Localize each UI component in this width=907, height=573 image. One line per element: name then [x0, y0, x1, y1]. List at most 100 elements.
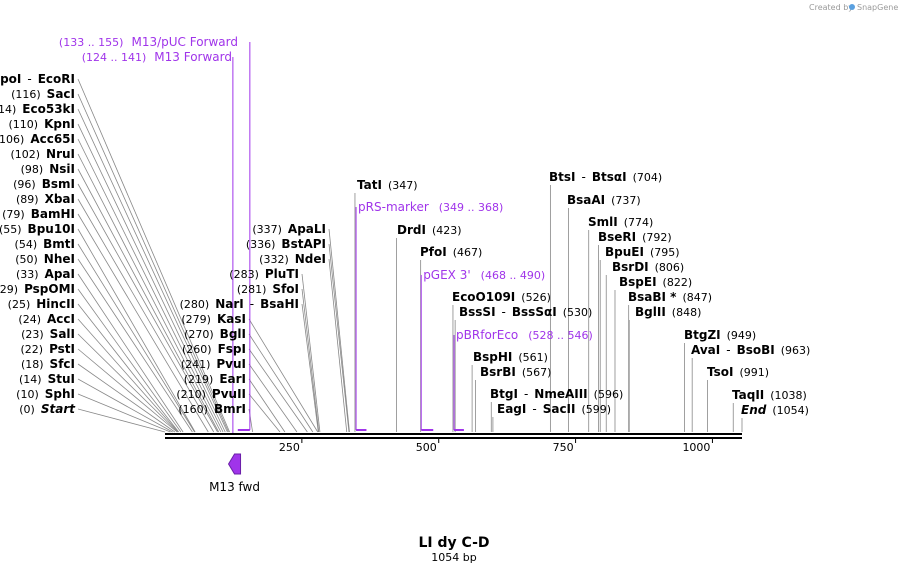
site-label-row[interactable]: (530) BssSI BssSαI- [459, 305, 592, 319]
enzyme-name[interactable]: EcoRI [38, 72, 75, 86]
site-label-row[interactable]: (96) BsmI [13, 177, 75, 191]
enzyme-name[interactable]: BspEI [619, 275, 657, 289]
site-label-row[interactable]: (599) EagI SacII- [497, 402, 611, 416]
enzyme-name[interactable]: BpuEI [605, 245, 644, 259]
site-label-row[interactable]: (54) BmtI [15, 237, 75, 251]
site-label-row[interactable]: (774) SmlI [588, 215, 653, 229]
enzyme-name[interactable]: NarI [215, 297, 244, 311]
feature-name[interactable]: M13/pUC Forward [131, 35, 238, 49]
site-label-row[interactable]: (526) EcoO109I [452, 290, 551, 304]
enzyme-name[interactable]: StuI [48, 372, 75, 386]
feature[interactable]: pGEX 3' (468 .. 490) [420, 268, 545, 431]
site-label-row[interactable]: (102) NruI [10, 147, 75, 161]
primer-arrow-icon[interactable] [227, 453, 242, 475]
feature[interactable]: pRS-marker (349 .. 368) [355, 200, 503, 431]
enzyme-name[interactable]: KpnI [44, 117, 75, 131]
enzyme-name[interactable]: BsaHI [260, 297, 299, 311]
site-label-row[interactable]: (10) SphI [16, 387, 75, 401]
enzyme-name[interactable]: ApaI [45, 267, 75, 281]
enzyme-name[interactable]: PstI [49, 342, 75, 356]
site-label-row[interactable]: (963) AvaI BsoBI- [691, 343, 810, 357]
enzyme-name[interactable]: KasI [217, 312, 246, 326]
site-label-row[interactable]: (160) BmrI [178, 402, 246, 416]
enzyme-name[interactable]: BtsI [549, 170, 576, 184]
enzyme-name[interactable]: BsmI [42, 177, 75, 191]
site-label-row[interactable]: (949) BtgZI [684, 328, 756, 342]
enzyme-name[interactable]: AvaI [691, 343, 720, 357]
site-label-row[interactable]: (704) BtsI BtsαI- [549, 170, 662, 184]
primer-label[interactable]: M13 fwd [209, 480, 260, 494]
enzyme-name[interactable]: EarI [219, 372, 246, 386]
site-label-row[interactable]: (22) PstI [20, 342, 75, 356]
site-label-row[interactable]: (50) NheI [15, 252, 75, 266]
enzyme-name[interactable]: SmlI [588, 215, 618, 229]
enzyme-name[interactable]: NheI [44, 252, 75, 266]
enzyme-name[interactable]: BsoBI [737, 343, 775, 357]
site-label-row[interactable]: (106) Acc65I [0, 132, 75, 146]
enzyme-name[interactable]: SalI [50, 327, 75, 341]
site-label-row[interactable]: (33) ApaI [16, 267, 75, 281]
site-label-row[interactable]: (1038) TaqII [732, 388, 807, 402]
site-label-row[interactable]: (14) StuI [19, 372, 75, 386]
enzyme-name[interactable]: HincII [36, 297, 75, 311]
enzyme-name[interactable]: TatI [357, 178, 382, 192]
feature[interactable]: pBRforEco (528 .. 546) [453, 328, 593, 431]
site-label-row[interactable]: (567) BsrBI [480, 365, 551, 379]
enzyme-name[interactable]: BmtI [43, 237, 75, 251]
site-label-row[interactable]: (283) PluTI [229, 267, 299, 281]
feature[interactable]: M13 Forward (124 .. 141) [82, 50, 243, 435]
enzyme-name[interactable]: PvuII [212, 387, 246, 401]
site-label-row[interactable]: (219) EarI [184, 372, 246, 386]
site-label-row[interactable]: (336) BstAPI [246, 237, 326, 251]
enzyme-name[interactable]: Bpu10I [28, 222, 75, 236]
feature[interactable]: M13/pUC Forward (133 .. 155) [59, 35, 251, 431]
site-label-row[interactable]: (795) BpuEI [605, 245, 680, 259]
enzyme-name[interactable]: PvuI [216, 357, 246, 371]
site-label-row[interactable]: (332) NdeI [259, 252, 326, 266]
site-label-row[interactable]: (347) TatI [357, 178, 418, 192]
enzyme-name[interactable]: BssSαI [512, 305, 557, 319]
site-label-row[interactable]: (561) BspHI [473, 350, 548, 364]
enzyme-name[interactable]: PspOMI [24, 282, 75, 296]
enzyme-name[interactable]: NsiI [49, 162, 75, 176]
site-label-row[interactable]: (24) AccI [18, 312, 75, 326]
enzyme-name[interactable]: End [741, 403, 767, 417]
site-label-row[interactable]: (991) TsoI [707, 365, 769, 379]
enzyme-name[interactable]: BtsαI [592, 170, 627, 184]
enzyme-name[interactable]: BglII [635, 305, 666, 319]
site-label-row[interactable]: (792) BseRI [598, 230, 672, 244]
enzyme-name[interactable]: TsoI [707, 365, 733, 379]
enzyme-name[interactable]: PluTI [265, 267, 299, 281]
enzyme-name[interactable]: ApoI [0, 72, 21, 86]
site-label-row[interactable]: (467) PfoI [420, 245, 482, 259]
site-label-row[interactable]: (822) BspEI [619, 275, 692, 289]
site-label-row[interactable]: (270) BglI [184, 327, 246, 341]
enzyme-name[interactable]: SfoI [272, 282, 299, 296]
enzyme-name[interactable]: BamHI [31, 207, 75, 221]
enzyme-name[interactable]: BglI [220, 327, 246, 341]
site-label-row[interactable]: (241) PvuI [181, 357, 246, 371]
enzyme-name[interactable]: BmrI [214, 402, 246, 416]
enzyme-name[interactable]: NdeI [295, 252, 326, 266]
enzyme-name[interactable]: BtgI [490, 387, 518, 401]
enzyme-name[interactable]: SacI [47, 87, 75, 101]
site-label-row[interactable]: (596) BtgI NmeAIII- [490, 387, 623, 401]
enzyme-name[interactable]: Eco53kI [22, 102, 75, 116]
enzyme-name[interactable]: NmeAIII [534, 387, 587, 401]
enzyme-name[interactable]: EagI [497, 402, 526, 416]
enzyme-name[interactable]: BtgZI [684, 328, 721, 342]
site-label-row[interactable]: (116) SacI [11, 87, 75, 101]
feature-name[interactable]: pRS-marker [358, 200, 429, 214]
site-label-row[interactable]: (337) ApaLI [252, 222, 326, 236]
site-label-row[interactable]: (280) NarI BsaHI- [180, 297, 299, 311]
site-label-row[interactable]: (1054) End [741, 403, 809, 417]
site-label-row[interactable]: (279) KasI [181, 312, 246, 326]
site-label-row[interactable]: (118)ApoIEcoRI- [0, 72, 75, 86]
site-label-row[interactable]: (18) SfcI [21, 357, 75, 371]
enzyme-name[interactable]: BsaBI * [628, 290, 677, 304]
site-label-row[interactable]: (848) BglII [635, 305, 701, 319]
enzyme-name[interactable]: BsrDI [612, 260, 649, 274]
enzyme-name[interactable]: TaqII [732, 388, 764, 402]
site-label-row[interactable]: (260) FspI [182, 342, 246, 356]
site-label-row[interactable]: (806) BsrDI [612, 260, 684, 274]
